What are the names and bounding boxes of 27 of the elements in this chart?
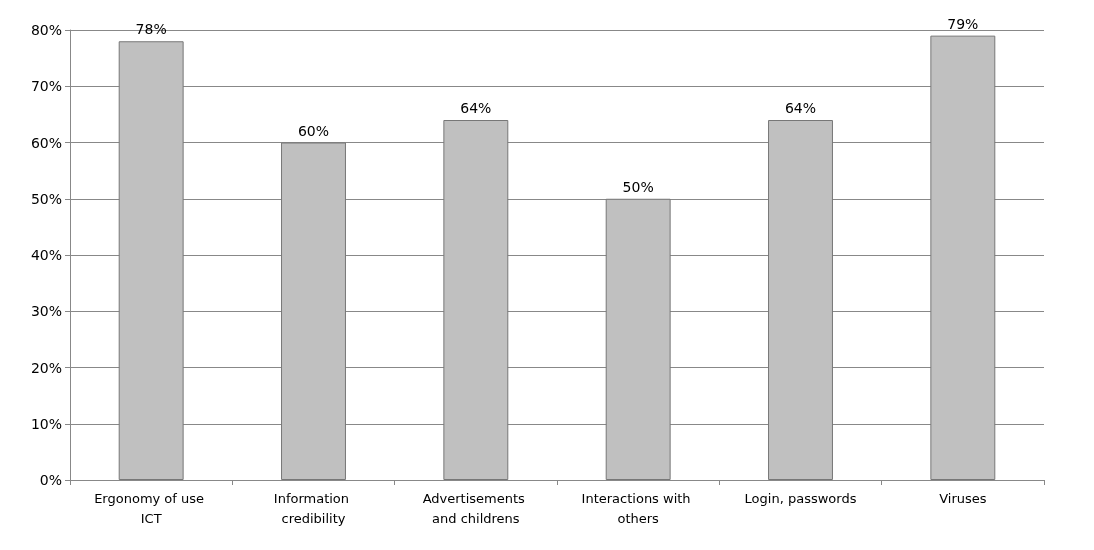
data-label: 60% <box>297 122 330 139</box>
x-tick-label: Information credibility <box>273 490 354 526</box>
y-tick-label: 50% <box>30 190 62 207</box>
bar <box>768 120 833 480</box>
data-label: 64% <box>784 100 817 116</box>
y-tick-label: 80% <box>30 22 62 38</box>
y-tick-label: 0% <box>39 472 62 488</box>
x-tick-label: Advertisements and childrens <box>422 490 530 526</box>
bar <box>605 198 671 480</box>
y-tick-label: 30% <box>30 303 62 320</box>
bar <box>118 41 184 480</box>
y-tick-label: 20% <box>30 359 62 376</box>
data-label: 50% <box>622 178 654 195</box>
bar <box>443 120 509 480</box>
data-label: 64% <box>460 100 492 116</box>
x-tick-label: Login, passwords <box>744 490 857 506</box>
y-tick-label: 40% <box>30 247 62 263</box>
data-label: 78% <box>135 21 167 38</box>
y-tick-label: 70% <box>30 78 62 95</box>
x-tick-label: Viruses <box>939 490 987 506</box>
bar <box>281 142 346 480</box>
x-tick-label: Interactions with others <box>581 490 695 526</box>
y-tick-label: 10% <box>30 415 62 432</box>
y-tick-label: 60% <box>30 134 62 151</box>
bar <box>930 35 996 480</box>
data-label: 79% <box>947 15 979 32</box>
x-tick-label: Ergonomy of use ICT <box>94 490 209 526</box>
